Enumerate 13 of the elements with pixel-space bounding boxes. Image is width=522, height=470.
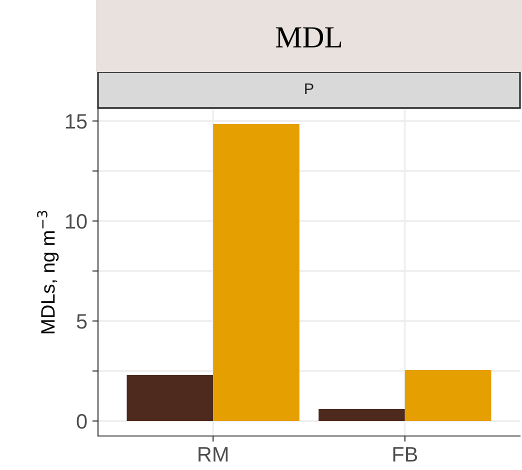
- y-tick-label: 15: [66, 114, 87, 129]
- y-tick-label: 0: [76, 414, 87, 429]
- chart-subtitle: P: [305, 83, 314, 94]
- y-axis-title: MDLs, ng m$^{−3}$: [37, 210, 59, 334]
- y-tick-label: 10: [66, 214, 87, 229]
- bar: [213, 124, 300, 421]
- x-tick-label: FB: [393, 447, 418, 462]
- bar: [318, 409, 405, 421]
- bar: [126, 375, 214, 421]
- y-tick-label: 5: [76, 314, 87, 329]
- bar: [404, 370, 492, 421]
- x-tick-label: RM: [198, 447, 228, 462]
- chart-title: MDL: [276, 27, 342, 48]
